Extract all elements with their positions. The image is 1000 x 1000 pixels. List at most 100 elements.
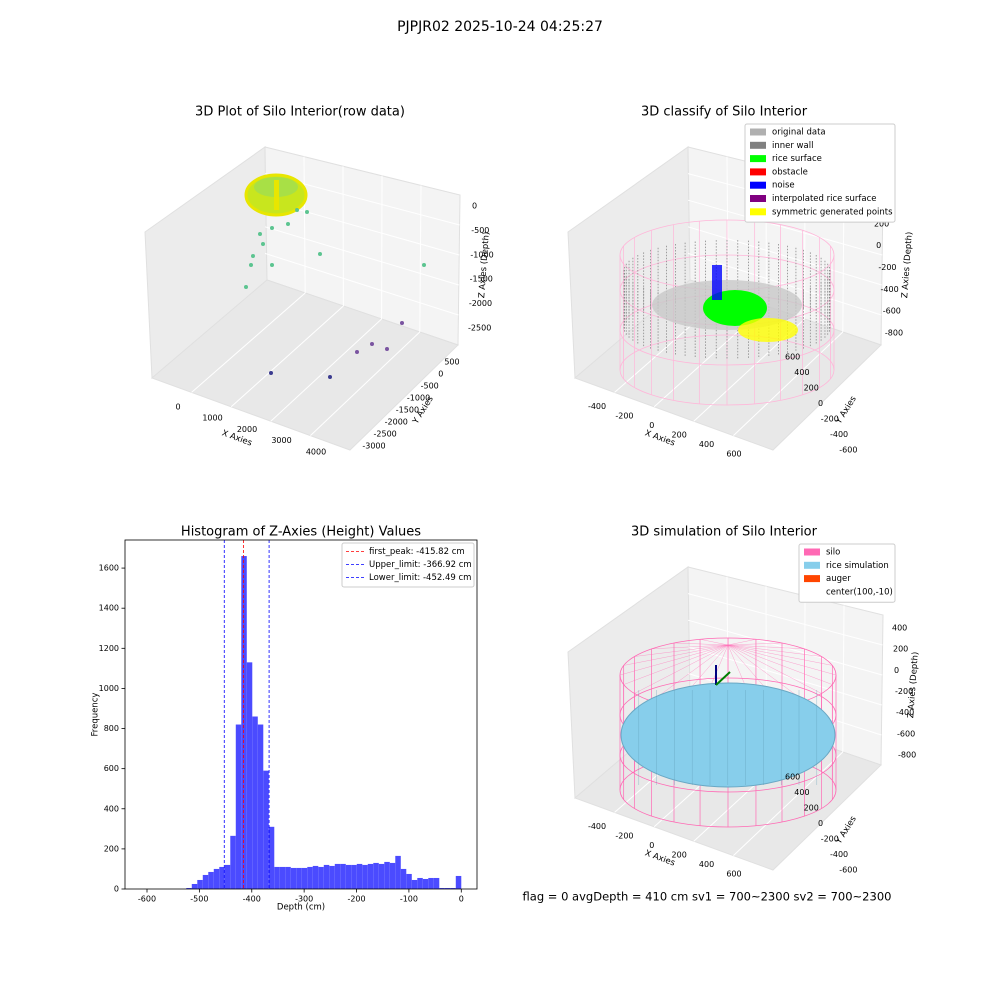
y-axis-label: Frequency <box>91 693 101 737</box>
bar <box>219 866 225 889</box>
cloud-point <box>400 321 404 325</box>
x-tick-label: 0 <box>649 421 654 430</box>
silo-roof <box>623 644 729 685</box>
pane-grid <box>264 226 459 286</box>
cloud-point <box>270 226 274 230</box>
pane-grid <box>687 593 883 646</box>
legend-label: Upper_limit: -366.92 cm <box>369 560 472 570</box>
x-tick-label: 200 <box>672 850 687 859</box>
axis-label: Z Axies (Depth) <box>900 231 915 298</box>
x-tick-label: 200 <box>672 430 687 439</box>
y-tick-label: -400 <box>830 850 848 859</box>
bar <box>296 867 302 889</box>
bar <box>246 662 253 889</box>
chart-title: 3D classify of Silo Interior <box>641 105 808 120</box>
z-tick-label: 0 <box>472 202 477 211</box>
bar <box>301 867 308 889</box>
x-tick-label: -200 <box>347 895 365 904</box>
legend-label: auger <box>826 574 851 584</box>
silo-roof <box>623 644 729 666</box>
z-tick-label: -400 <box>896 708 914 717</box>
y-tick-label: 500 <box>444 358 459 367</box>
bar <box>312 865 319 889</box>
y-tick-label: -1000 <box>407 394 430 403</box>
bar <box>378 863 385 889</box>
legend-label: noise <box>772 181 795 191</box>
x-tick-label: -500 <box>190 895 208 904</box>
legend-box <box>798 543 896 603</box>
pane-grid <box>733 331 844 436</box>
silo-roof <box>651 644 729 702</box>
bar <box>334 863 341 889</box>
bar <box>362 864 368 889</box>
noise <box>712 265 722 300</box>
y-tick-label: -200 <box>821 835 839 844</box>
x-tick-label: -200 <box>615 831 633 840</box>
bar <box>417 877 423 889</box>
y-tick-label: -500 <box>421 382 439 391</box>
y-tick-label: 200 <box>804 383 819 392</box>
z-tick-label: 200 <box>874 219 889 228</box>
x-tick-label: 400 <box>699 440 714 449</box>
z-tick-label: -800 <box>885 329 903 338</box>
axes-frame <box>124 539 478 890</box>
cloud-point <box>355 350 359 354</box>
bar <box>274 866 280 889</box>
bar <box>422 878 429 889</box>
bar <box>197 879 203 889</box>
legend-label: symmetric generated points <box>772 207 893 217</box>
y-tick-label: 400 <box>104 804 119 813</box>
bar <box>235 724 242 889</box>
legend-patch <box>804 575 820 583</box>
cloud-point <box>251 254 255 258</box>
bar <box>191 883 198 889</box>
pane-grid <box>687 619 883 676</box>
cloud-point <box>270 263 274 267</box>
z-tick-label: -1500 <box>470 275 493 284</box>
legend-label: original data <box>772 128 826 138</box>
y-tick-label: -3000 <box>362 442 385 451</box>
y-tick-label: 1600 <box>99 564 119 573</box>
bar <box>329 865 335 889</box>
legend-box <box>744 123 896 223</box>
suptitle: PJPJR02 2025-10-24 04:25:27 <box>397 19 603 35</box>
axis-label: Z Axies (Depth) <box>477 231 492 298</box>
silo-roof <box>727 644 822 657</box>
bar <box>351 864 357 889</box>
chart-title: 3D simulation of Silo Interior <box>631 525 818 540</box>
z-tick-label: 0 <box>894 666 899 675</box>
z-tick-label: -600 <box>883 307 901 316</box>
y-tick-label: 0 <box>438 370 443 379</box>
x-tick-label: 2000 <box>237 425 257 434</box>
y-tick-label: 600 <box>104 764 119 773</box>
legend-patch <box>750 168 766 176</box>
bar <box>263 770 269 889</box>
y-tick-label: 600 <box>785 772 800 781</box>
silo-roof <box>651 644 729 650</box>
point-cloud <box>619 219 835 406</box>
legend-label: obstacle <box>772 167 808 177</box>
cloud-point <box>422 263 426 267</box>
y-tick-label: -600 <box>839 446 857 455</box>
z-tick-label: -2000 <box>469 299 492 308</box>
silo-roof <box>727 639 757 646</box>
y-tick-label: -200 <box>821 415 839 424</box>
symmetric-points <box>738 318 798 342</box>
silo-roof <box>727 644 833 666</box>
bar <box>439 887 445 889</box>
bar <box>224 864 231 889</box>
z-tick-label: 400 <box>892 623 907 632</box>
x-tick-label: 400 <box>699 860 714 869</box>
bar <box>450 887 456 889</box>
bar <box>307 866 313 889</box>
x-tick-label: -200 <box>615 411 633 420</box>
x-axis-label: Depth (cm) <box>277 903 325 913</box>
x-tick-label: -300 <box>295 895 313 904</box>
y-tick-label: -2500 <box>374 430 397 439</box>
cloud-point <box>286 222 290 226</box>
legend-label: first_peak: -415.82 cm <box>369 547 465 557</box>
pane-grid <box>842 605 845 753</box>
legend-label: rice surface <box>772 154 822 164</box>
pane-floor <box>151 279 459 451</box>
legend-patch <box>804 561 820 569</box>
